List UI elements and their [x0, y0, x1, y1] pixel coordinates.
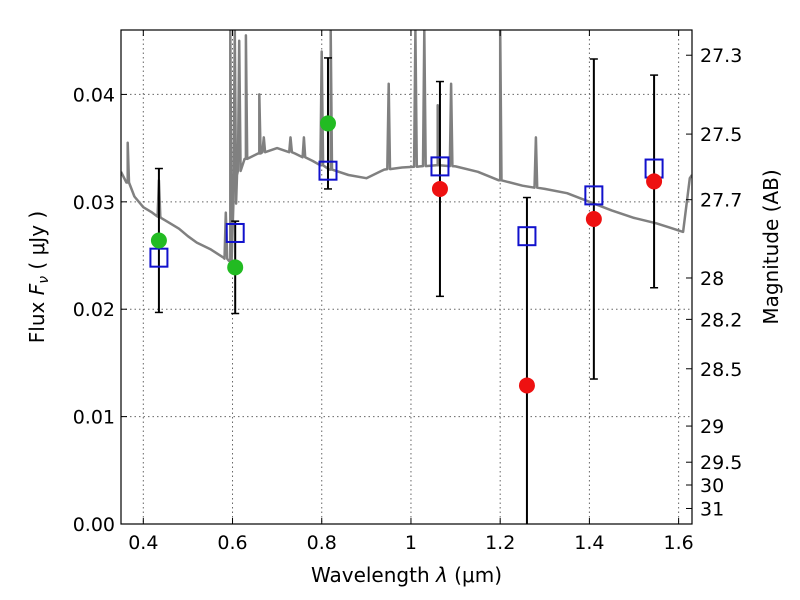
observed-point-red	[585, 211, 602, 228]
y-tick-label: 0.01	[73, 407, 115, 429]
right-tick-label: 30	[700, 475, 724, 497]
y-tick-label: 0.02	[73, 299, 115, 321]
right-tick-label: 29.5	[700, 452, 742, 474]
x-tick-label: 1.6	[664, 532, 694, 554]
right-tick-label: 29	[700, 416, 724, 438]
observed-point-red	[646, 173, 663, 190]
right-tick-label: 27.7	[700, 190, 742, 212]
y-axis-ticks: 0.00 0.01 0.02 0.03 0.04	[73, 84, 127, 536]
observed-point-green	[227, 259, 244, 276]
x-tick-label: 0.8	[307, 532, 337, 554]
x-tick-label: 0.4	[128, 532, 158, 554]
y-axis-label: Flux Fν ( μJy )	[25, 211, 52, 343]
x-axis-ticks: 0.4 0.6 0.8 1 1.2 1.4 1.6	[128, 30, 694, 554]
right-tick-label: 28.2	[700, 309, 742, 331]
model-point-box	[149, 247, 169, 268]
observed-point-green	[319, 115, 336, 132]
right-tick-label: 31	[700, 498, 724, 520]
x-tick-label: 1.4	[574, 532, 604, 554]
x-axis-label: Wavelength λ (μm)	[311, 563, 502, 587]
right-y-axis-label: Magnitude (AB)	[759, 169, 783, 324]
right-tick-label: 28.5	[700, 359, 742, 381]
plot-frame	[120, 29, 693, 525]
x-tick-label: 0.6	[217, 532, 247, 554]
spectrum-line	[121, 30, 692, 263]
observed-point-red	[518, 377, 535, 394]
model-point-box	[517, 226, 537, 247]
model-spectrum	[121, 30, 692, 263]
grid-lines	[121, 30, 692, 524]
y-tick-label: 0.00	[73, 514, 115, 536]
model-point-box	[584, 185, 604, 206]
observed-point-red	[431, 180, 448, 197]
model-point-box	[225, 222, 245, 243]
right-tick-label: 28	[700, 268, 724, 290]
observed-photometry-points	[150, 115, 663, 394]
y-tick-label: 0.04	[73, 84, 115, 106]
y-tick-label: 0.03	[73, 192, 115, 214]
right-tick-label: 27.3	[700, 45, 742, 67]
model-point-box	[430, 156, 450, 177]
x-tick-label: 1.2	[485, 532, 515, 554]
model-point-box	[318, 160, 338, 181]
observed-point-green	[150, 232, 167, 249]
model-photometry-points	[149, 156, 664, 268]
x-tick-label: 1	[405, 532, 417, 554]
right-tick-label: 27.5	[700, 124, 742, 146]
